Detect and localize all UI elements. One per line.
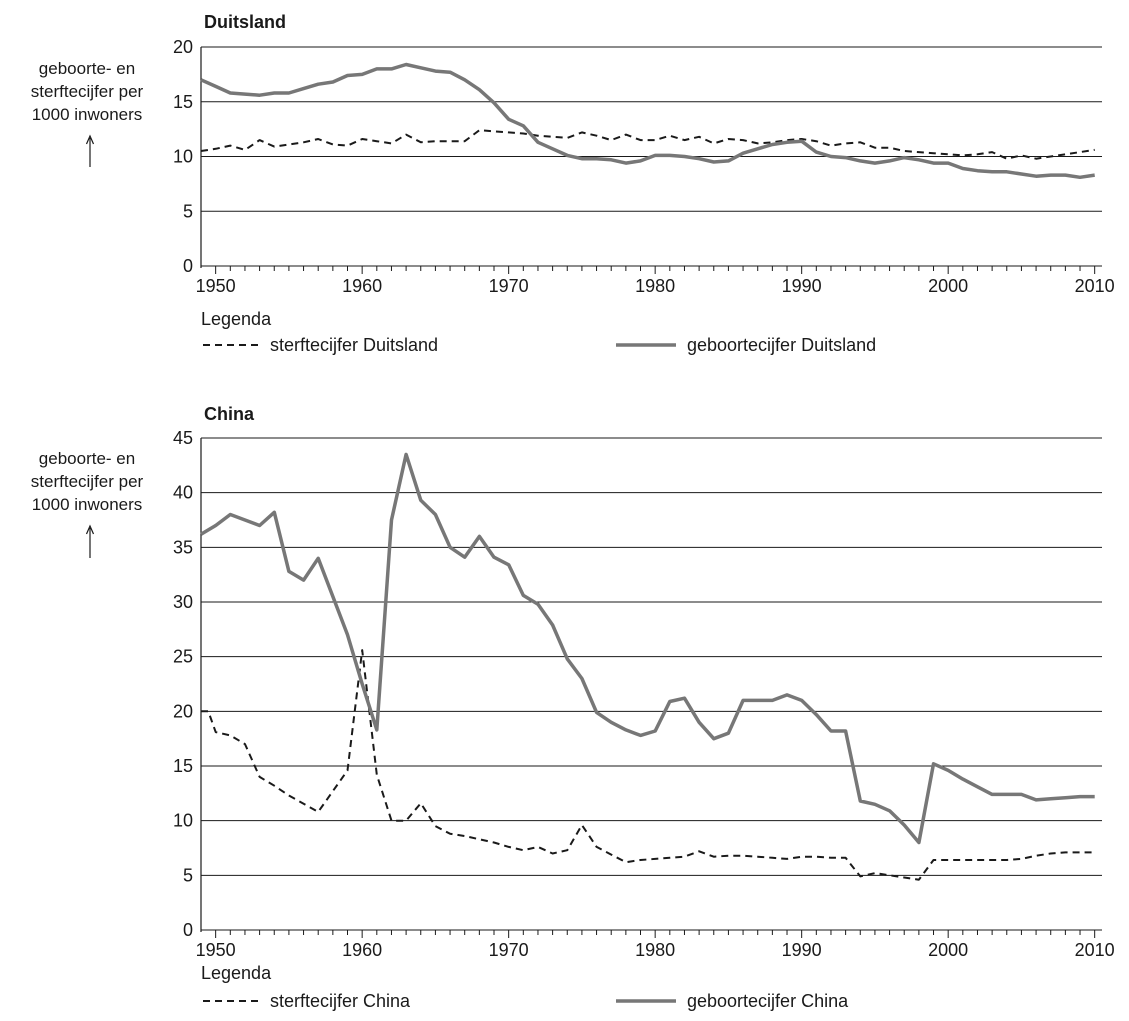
- series-line-sterftecijfer: [201, 130, 1095, 159]
- chart-title: Duitsland: [204, 12, 286, 32]
- x-tick-label: 2010: [1075, 276, 1115, 296]
- x-tick-label: 1970: [489, 276, 529, 296]
- y-tick-label: 30: [173, 592, 193, 612]
- series-line-sterftecijfer: [201, 650, 1095, 880]
- y-axis-label-line: 1000 inwoners: [32, 105, 143, 124]
- y-axis-label-line: sterftecijfer per: [31, 472, 144, 491]
- y-axis-label: geboorte- en sterftecijfer per 1000 inwo…: [31, 449, 144, 558]
- legend-item-dashed: sterftecijfer China: [203, 991, 411, 1011]
- chart-title: China: [204, 404, 255, 424]
- chart-duitsland: Duitsland geboorte- en sterftecijfer per…: [31, 12, 1115, 355]
- plot-area: 0 5 10 15 20 25 30 35 40 45 1950 1960 1970 1980 1990 20…: [173, 428, 1115, 960]
- legend-label: geboortecijfer Duitsland: [687, 335, 876, 355]
- y-tick-label: 45: [173, 428, 193, 448]
- x-tick-label: 2000: [928, 940, 968, 960]
- y-tick-label: 5: [183, 201, 193, 221]
- y-axis-label-line: geboorte- en: [39, 449, 135, 468]
- y-tick-label: 15: [173, 756, 193, 776]
- y-axis-label-line: geboorte- en: [39, 59, 135, 78]
- x-tick-label: 1970: [489, 940, 529, 960]
- up-arrow-icon: [87, 526, 94, 558]
- x-tick-label: 1950: [196, 940, 236, 960]
- legend-label: geboortecijfer China: [687, 991, 849, 1011]
- x-tick-label: 1960: [342, 940, 382, 960]
- series-line-geboortecijfer: [201, 65, 1095, 178]
- legend-item-solid: geboortecijfer China: [616, 991, 849, 1011]
- legend-item-dashed: sterftecijfer Duitsland: [203, 335, 438, 355]
- plot-area: 0 5 10 15 20 1950 1960 1970 1980 1990 2000 2010: [173, 37, 1115, 296]
- x-tick-label: 1960: [342, 276, 382, 296]
- x-tick-label: 1950: [196, 276, 236, 296]
- x-tick-label: 1980: [635, 276, 675, 296]
- x-tick-label: 1990: [782, 940, 822, 960]
- y-tick-label: 20: [173, 701, 193, 721]
- y-axis-label: geboorte- en sterftecijfer per 1000 inwo…: [31, 59, 144, 167]
- y-tick-label: 15: [173, 92, 193, 112]
- legend-label: sterftecijfer Duitsland: [270, 335, 438, 355]
- y-tick-label: 0: [183, 256, 193, 276]
- x-tick-label: 1980: [635, 940, 675, 960]
- legend-title: Legenda: [201, 309, 272, 329]
- series-line-geboortecijfer: [201, 454, 1095, 842]
- legend-title: Legenda: [201, 963, 272, 983]
- x-tick-label: 1990: [782, 276, 822, 296]
- y-tick-label: 20: [173, 37, 193, 57]
- y-axis-label-line: 1000 inwoners: [32, 495, 143, 514]
- x-tick-label: 2000: [928, 276, 968, 296]
- chart-china: China geboorte- en sterftecijfer per 100…: [31, 404, 1115, 1011]
- y-tick-label: 0: [183, 920, 193, 940]
- legend-label: sterftecijfer China: [270, 991, 411, 1011]
- y-tick-label: 40: [173, 483, 193, 503]
- y-tick-label: 5: [183, 865, 193, 885]
- y-axis-label-line: sterftecijfer per: [31, 82, 144, 101]
- y-tick-label: 35: [173, 537, 193, 557]
- y-tick-label: 10: [173, 147, 193, 167]
- up-arrow-icon: [87, 136, 94, 167]
- x-tick-label: 2010: [1075, 940, 1115, 960]
- y-tick-label: 25: [173, 647, 193, 667]
- y-tick-label: 10: [173, 811, 193, 831]
- legend-item-solid: geboortecijfer Duitsland: [616, 335, 876, 355]
